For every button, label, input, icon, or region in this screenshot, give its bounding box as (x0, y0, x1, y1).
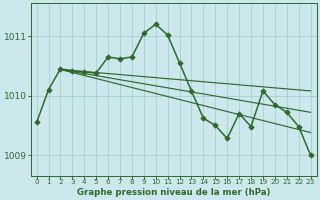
X-axis label: Graphe pression niveau de la mer (hPa): Graphe pression niveau de la mer (hPa) (77, 188, 270, 197)
